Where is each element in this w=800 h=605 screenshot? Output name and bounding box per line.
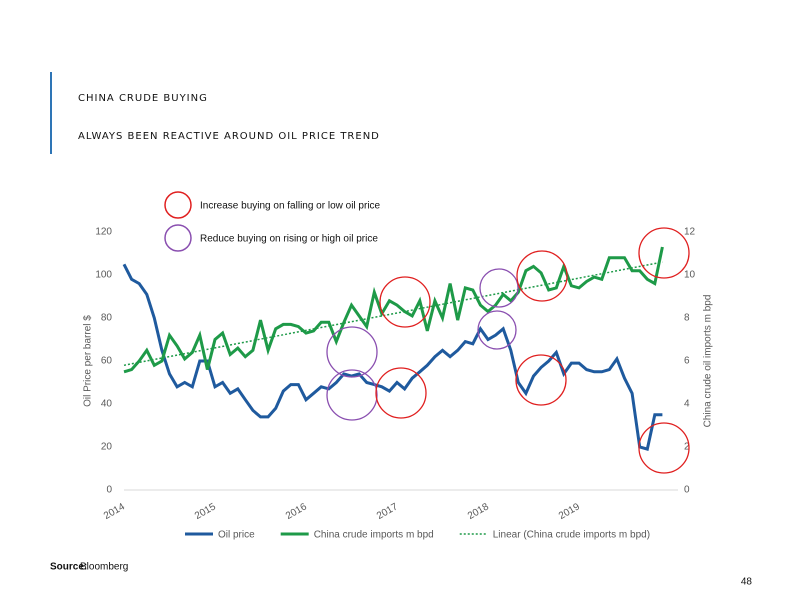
highlight — [638, 422, 690, 474]
source: Bloomberg — [80, 562, 128, 573]
y-tick-label: 100 — [95, 270, 112, 281]
highlight — [326, 369, 378, 421]
legend-label: Oil price — [218, 530, 255, 541]
annotation: Increase buying on falling or low oil pr… — [200, 201, 381, 212]
x-tick-label: 2015 — [193, 501, 218, 522]
highlight — [477, 310, 517, 350]
accent-bar — [50, 72, 52, 154]
x-tick-label: 2016 — [284, 501, 309, 522]
y2-tick-label: 0 — [684, 485, 690, 496]
highlight — [515, 354, 567, 406]
x-tick-label: 2018 — [466, 501, 491, 522]
highlight — [326, 326, 378, 378]
legend-circle — [164, 191, 192, 219]
y-tick-label: 20 — [101, 442, 113, 453]
y2-tick-label: 2 — [684, 442, 690, 453]
highlight — [638, 227, 690, 279]
legend-circle — [164, 224, 192, 252]
highlight — [379, 276, 431, 328]
legend-label: China crude imports m bpd — [314, 530, 434, 541]
annotation: Reduce buying on rising or high oil pric… — [200, 234, 378, 245]
x-tick-label: 2014 — [102, 501, 127, 522]
y-tick-label: 80 — [101, 313, 113, 324]
series-line — [122, 263, 663, 451]
source-label: Source: — [50, 562, 87, 573]
chart: 0 20 40 60 80 100 120 0 2 4 6 8 10 12 2014 2015 2016 2017… — [83, 227, 714, 541]
legend-label: Linear (China crude imports m bpd) — [493, 530, 650, 541]
y2-tick-label: 8 — [684, 313, 690, 324]
y-tick-label: 120 — [95, 227, 112, 238]
highlight — [479, 268, 519, 308]
y2-tick-label: 12 — [684, 227, 696, 238]
series-line — [123, 246, 664, 374]
page-number: 48 — [741, 577, 753, 588]
x-tick-label: 2019 — [557, 501, 582, 522]
y2-axis-label: China crude oil imports m bpd — [703, 295, 714, 428]
highlight — [516, 250, 568, 302]
y2-tick-label: 4 — [684, 399, 690, 410]
y-axis-label: Oil Price per barrel $ — [83, 315, 94, 407]
slide-subtitle: ALWAYS BEEN REACTIVE AROUND OIL PRICE TR… — [78, 131, 380, 142]
x-tick-label: 2017 — [375, 501, 400, 522]
y-tick-label: 60 — [101, 356, 113, 367]
series-line — [123, 261, 663, 367]
highlight — [375, 367, 427, 419]
highlight-circles — [326, 227, 690, 474]
y-tick-label: 40 — [101, 399, 113, 410]
y-tick-label: 0 — [106, 485, 112, 496]
y2-tick-label: 6 — [684, 356, 690, 367]
slide-title: CHINA CRUDE BUYING — [78, 93, 208, 104]
y2-tick-label: 10 — [684, 270, 696, 281]
